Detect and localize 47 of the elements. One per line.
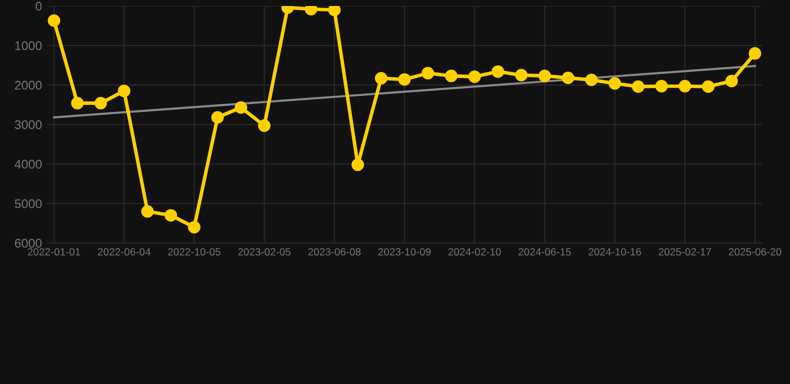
y-tick-label: 6000 xyxy=(14,238,42,248)
y-tick-label: 1000 xyxy=(15,41,42,50)
point xyxy=(444,70,458,82)
point xyxy=(632,80,644,93)
point xyxy=(48,14,60,27)
point xyxy=(188,220,200,234)
point xyxy=(141,205,154,218)
y-tick-label: 0 xyxy=(36,2,42,11)
point xyxy=(562,72,574,84)
point xyxy=(748,47,762,60)
x-tick-label: 2024-10-16 xyxy=(588,248,641,256)
point xyxy=(422,66,434,80)
x-tick-label: 2023-06-08 xyxy=(308,248,361,256)
x-tick-label: 2023-10-09 xyxy=(378,248,431,256)
y-tick-label: 5000 xyxy=(14,199,42,208)
point xyxy=(94,96,107,110)
point xyxy=(258,119,271,132)
y-tick-label: 3000 xyxy=(14,120,42,130)
point xyxy=(328,6,341,16)
point xyxy=(374,72,388,85)
point xyxy=(585,74,598,86)
point xyxy=(352,158,364,172)
point xyxy=(538,70,551,82)
point xyxy=(702,80,715,93)
point xyxy=(118,84,130,98)
y-tick-label: 2000 xyxy=(14,80,42,90)
x-tick-label: 2022-01-01 xyxy=(28,248,80,256)
point xyxy=(608,77,622,90)
x-tick-label: 2024-02-10 xyxy=(448,248,501,256)
point xyxy=(492,65,504,78)
x-tick-label: 2022-10-05 xyxy=(168,248,220,256)
point xyxy=(515,68,528,82)
x-tick-label: 2022-06-04 xyxy=(98,248,150,256)
y-tick-label: 4000 xyxy=(14,160,42,169)
point xyxy=(234,101,248,114)
point xyxy=(211,111,224,124)
point xyxy=(678,80,692,92)
point xyxy=(655,80,668,92)
point xyxy=(468,70,481,83)
point xyxy=(725,74,738,88)
x-tick-label: 2025-02-17 xyxy=(658,248,712,256)
x-tick-label: 2025-06-20 xyxy=(728,248,782,256)
point xyxy=(164,209,178,222)
point xyxy=(398,73,411,86)
x-tick-label: 2024-06-15 xyxy=(518,248,571,256)
point xyxy=(71,96,84,110)
x-tick-label: 2023-02-05 xyxy=(238,248,291,256)
